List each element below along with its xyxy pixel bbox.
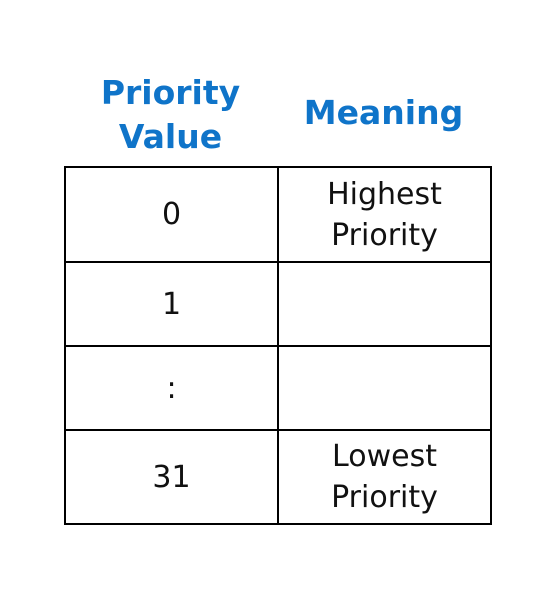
meaning-cell (277, 261, 492, 347)
table-row: 1 (64, 261, 492, 347)
priority-value-cell: 1 (64, 261, 279, 347)
meaning-header: Meaning (303, 93, 464, 132)
meaning-cell (277, 345, 492, 431)
priority-value-cell: : (64, 345, 279, 431)
meaning-cell: Highest Priority (277, 166, 492, 263)
table-row: 31 Lowest Priority (64, 429, 492, 525)
priority-value-cell: 0 (64, 166, 279, 263)
priority-table: 0 Highest Priority 1 : 31 Lowest Priorit… (64, 166, 492, 525)
meaning-cell: Lowest Priority (277, 429, 492, 525)
priority-value-cell: 31 (64, 429, 279, 525)
table-row: : (64, 345, 492, 431)
priority-value-header: Priority Value (100, 73, 241, 156)
table-row: 0 Highest Priority (64, 166, 492, 263)
